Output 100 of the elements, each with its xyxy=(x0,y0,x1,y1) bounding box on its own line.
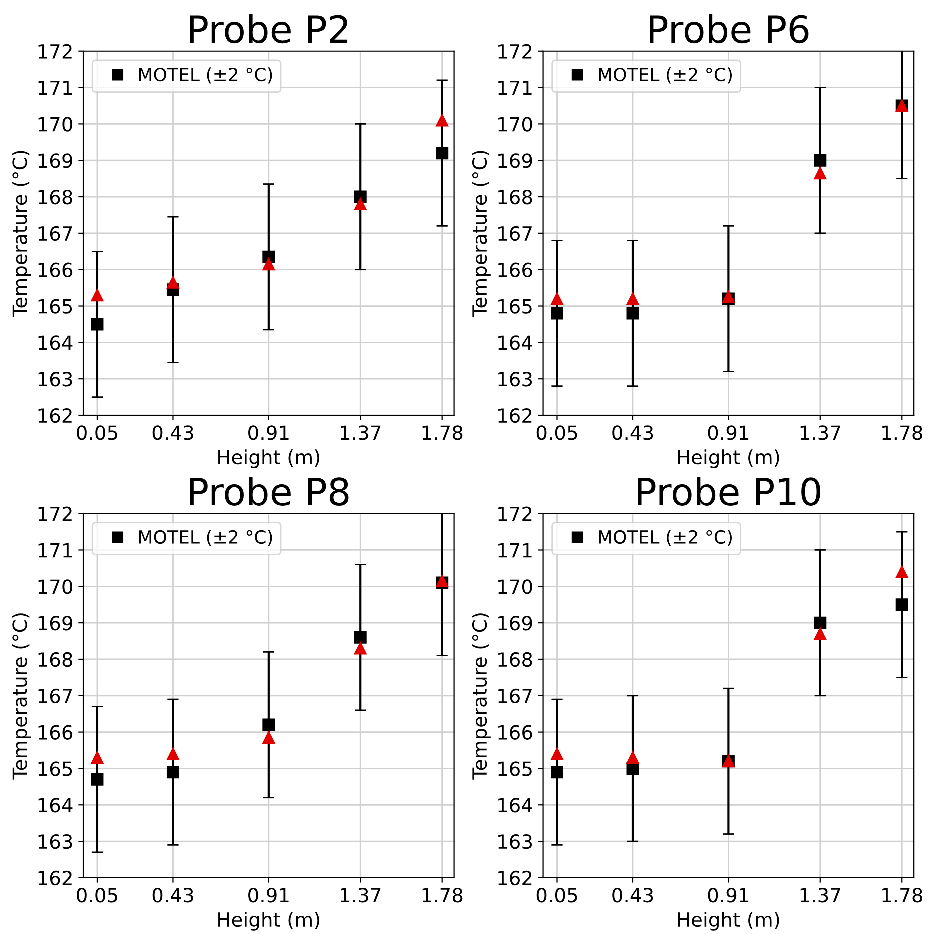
y-tick-label: 172 xyxy=(38,506,72,522)
point xyxy=(354,631,367,644)
point xyxy=(814,154,827,167)
point xyxy=(896,598,908,612)
legend-label: MOTEL (±2 °C) xyxy=(599,68,732,84)
x-tick-label: 0.91 xyxy=(248,888,289,903)
y-tick-label: 162 xyxy=(38,870,72,886)
y-tick-label: 166 xyxy=(498,262,532,278)
y-tick-label: 170 xyxy=(38,580,73,594)
y-tick-label: 164 xyxy=(498,336,532,350)
y-tick-label: 170 xyxy=(498,580,532,594)
x-tick-label: 0.43 xyxy=(152,888,194,903)
y-tick-label: 170 xyxy=(498,117,532,132)
point xyxy=(896,566,908,578)
y-tick-label: 163 xyxy=(498,834,532,850)
x-tick-label: 1.78 xyxy=(422,888,463,903)
x-tick-label: 1.78 xyxy=(882,426,922,440)
y-tick-label: 171 xyxy=(498,543,532,558)
x-axis-title: Height (m) xyxy=(218,912,320,931)
x-tick-label: 1.37 xyxy=(800,888,840,903)
point xyxy=(91,773,104,786)
y-tick-label: 162 xyxy=(38,408,72,424)
y-tick-label: 168 xyxy=(38,190,72,205)
point xyxy=(354,642,367,655)
y-tick-label: 167 xyxy=(38,226,72,242)
y-tick-label: 165 xyxy=(498,762,532,776)
y-tick-label: 171 xyxy=(498,80,532,96)
point xyxy=(551,292,564,306)
x-tick-label: 1.78 xyxy=(422,426,463,440)
x-tick-label: 0.91 xyxy=(708,888,749,903)
y-axis-title: Temperature (°C) xyxy=(472,151,491,318)
point xyxy=(551,766,564,779)
legend-label: MOTEL (±2 °C) xyxy=(139,68,272,84)
point xyxy=(262,732,276,744)
chart-title: Probe P2 xyxy=(190,14,348,44)
y-tick-label: 163 xyxy=(38,372,72,387)
x-axis-title: Height (m) xyxy=(678,450,780,468)
x-tick-label: 0.91 xyxy=(248,426,289,440)
x-tick-label: 0.43 xyxy=(152,426,194,440)
y-tick-label: 169 xyxy=(38,616,72,631)
x-tick-label: 0.91 xyxy=(708,426,749,440)
y-tick-label: 167 xyxy=(498,688,532,704)
x-tick-label: 0.43 xyxy=(612,888,654,903)
point xyxy=(262,258,276,271)
x-tick-label: 1.37 xyxy=(341,426,381,440)
legend-label: MOTEL (±2 °C) xyxy=(599,530,732,546)
y-axis-title: Temperature (°C) xyxy=(472,614,491,780)
y-tick-label: 162 xyxy=(498,408,532,424)
legend-label: MOTEL (±2 °C) xyxy=(139,530,272,546)
y-axis-title: Temperature (°C) xyxy=(12,614,32,780)
point xyxy=(626,292,640,306)
chart-title: Probe P6 xyxy=(650,14,809,44)
y-tick-label: 172 xyxy=(38,44,72,59)
y-tick-label: 164 xyxy=(498,798,532,813)
y-tick-label: 162 xyxy=(498,870,532,886)
point xyxy=(354,198,367,211)
y-tick-label: 171 xyxy=(38,543,72,558)
point xyxy=(626,752,640,764)
point xyxy=(436,114,449,127)
x-tick-label: 0.43 xyxy=(612,426,654,440)
point xyxy=(166,748,180,760)
y-tick-label: 164 xyxy=(38,798,73,813)
y-tick-label: 171 xyxy=(38,80,72,96)
x-tick-label: 0.05 xyxy=(536,888,578,903)
y-tick-label: 163 xyxy=(38,834,72,850)
x-tick-label: 1.37 xyxy=(800,426,840,440)
y-tick-label: 166 xyxy=(38,262,73,278)
point xyxy=(91,289,104,302)
point xyxy=(551,307,564,320)
y-tick-label: 170 xyxy=(38,117,73,132)
y-tick-label: 169 xyxy=(38,154,72,168)
y-tick-label: 172 xyxy=(498,506,532,522)
y-tick-label: 168 xyxy=(498,652,532,668)
point xyxy=(166,766,180,779)
x-axis-title: Height (m) xyxy=(218,450,320,468)
y-tick-label: 169 xyxy=(498,616,532,631)
y-tick-label: 172 xyxy=(498,44,532,59)
chart-title: Probe P10 xyxy=(638,476,820,506)
point xyxy=(166,276,180,289)
y-tick-label: 168 xyxy=(38,652,72,668)
x-axis-title: Height (m) xyxy=(678,912,780,931)
y-tick-label: 166 xyxy=(498,725,532,740)
point xyxy=(262,718,276,732)
point xyxy=(551,748,564,760)
y-tick-label: 165 xyxy=(38,762,72,776)
y-tick-label: 163 xyxy=(498,372,532,387)
point xyxy=(91,318,104,331)
y-tick-label: 169 xyxy=(498,154,532,168)
point xyxy=(436,147,449,160)
x-tick-label: 0.05 xyxy=(77,426,118,440)
y-tick-label: 166 xyxy=(38,725,73,740)
point xyxy=(814,616,827,630)
point xyxy=(91,752,104,764)
x-tick-label: 0.05 xyxy=(77,888,118,903)
y-axis-title: Temperature (°C) xyxy=(12,151,32,318)
y-tick-label: 165 xyxy=(38,299,72,314)
y-tick-label: 167 xyxy=(38,688,72,704)
x-tick-label: 1.78 xyxy=(882,888,922,903)
chart-title: Probe P8 xyxy=(190,476,349,506)
y-tick-label: 165 xyxy=(498,299,532,314)
